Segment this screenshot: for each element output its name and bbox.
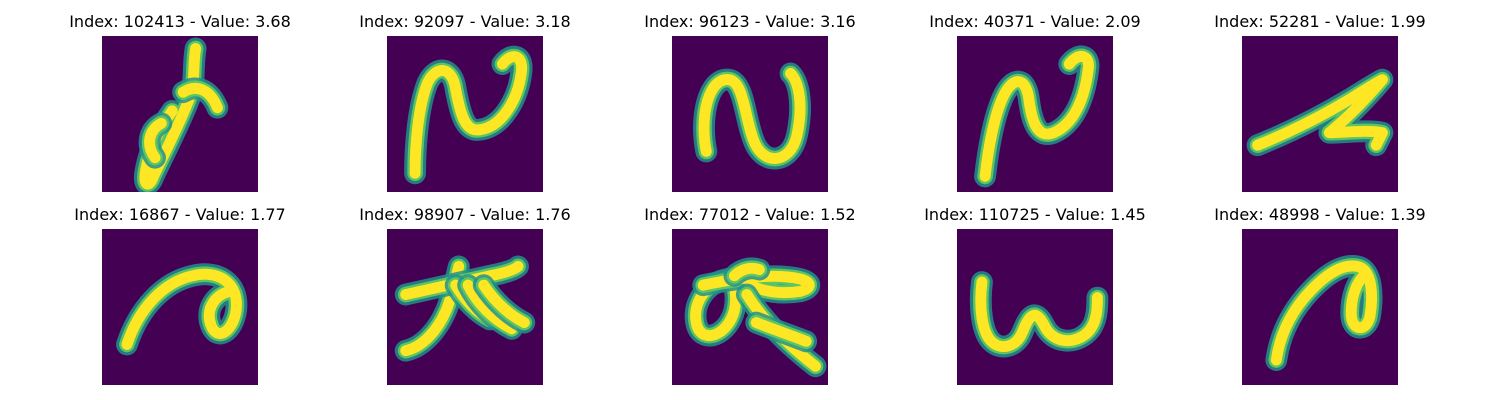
panel-4: Index: 40371 - Value: 2.09 <box>905 10 1165 200</box>
panel-title: Index: 98907 - Value: 1.76 <box>359 205 571 224</box>
glyph-image <box>102 36 258 192</box>
glyph-image <box>387 36 543 192</box>
panel-6: Index: 16867 - Value: 1.77 <box>50 203 310 393</box>
panel-2: Index: 92097 - Value: 3.18 <box>335 10 595 200</box>
glyph-stroke <box>698 67 806 164</box>
glyph-stroke <box>728 262 765 282</box>
panel-title: Index: 92097 - Value: 3.18 <box>359 12 571 31</box>
glyph-stroke <box>478 279 530 329</box>
panel-title: Index: 96123 - Value: 3.16 <box>644 12 856 31</box>
glyph-stroke <box>979 51 1094 182</box>
panel-title: Index: 40371 - Value: 2.09 <box>929 12 1141 31</box>
glyph-stroke <box>1252 74 1388 151</box>
glyph-image <box>387 229 543 385</box>
glyph-image <box>672 229 828 385</box>
glyph-stroke <box>144 117 167 164</box>
panel-3: Index: 96123 - Value: 3.16 <box>620 10 880 200</box>
panel-10: Index: 48998 - Value: 1.39 <box>1190 203 1450 393</box>
glyph-stroke <box>975 276 1103 352</box>
panel-title: Index: 52281 - Value: 1.99 <box>1214 12 1426 31</box>
glyph-stroke <box>177 83 223 114</box>
glyph-stroke <box>400 260 524 300</box>
glyph-image <box>1242 229 1398 385</box>
glyph-stroke <box>1270 260 1377 366</box>
glyph-stroke <box>409 51 528 179</box>
panel-8: Index: 77012 - Value: 1.52 <box>620 203 880 393</box>
panel-title: Index: 102413 - Value: 3.68 <box>69 12 291 31</box>
glyph-image <box>957 36 1113 192</box>
panel-7: Index: 98907 - Value: 1.76 <box>335 203 595 393</box>
glyph-stroke <box>750 317 812 347</box>
panel-1: Index: 102413 - Value: 3.68 <box>50 10 310 200</box>
glyph-stroke <box>462 279 518 335</box>
glyph-image <box>1242 36 1398 192</box>
panel-5: Index: 52281 - Value: 1.99 <box>1190 10 1450 200</box>
panel-title: Index: 48998 - Value: 1.39 <box>1214 205 1426 224</box>
panel-9: Index: 110725 - Value: 1.45 <box>905 203 1165 393</box>
panel-title: Index: 110725 - Value: 1.45 <box>924 205 1146 224</box>
glyph-image <box>672 36 828 192</box>
glyph-stroke <box>121 268 242 350</box>
panel-title: Index: 16867 - Value: 1.77 <box>74 205 286 224</box>
glyph-image <box>102 229 258 385</box>
panel-title: Index: 77012 - Value: 1.52 <box>644 205 856 224</box>
glyph-image <box>957 229 1113 385</box>
